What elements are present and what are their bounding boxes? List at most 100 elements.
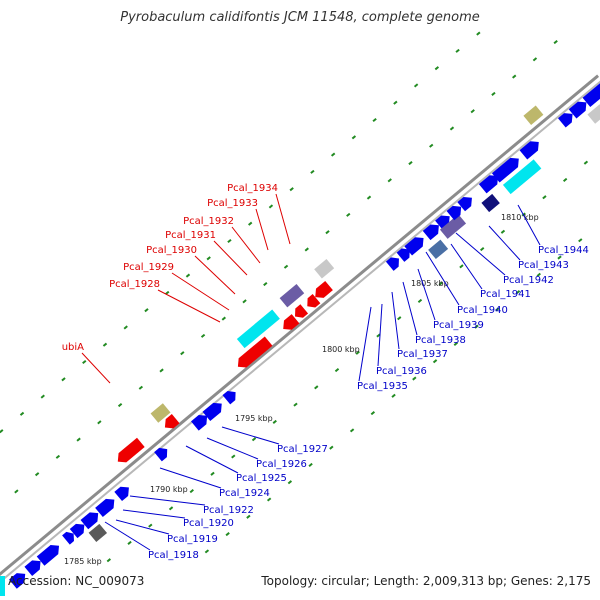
guide-tick (412, 376, 417, 381)
gene-feature (315, 280, 333, 298)
guide-tick (227, 238, 232, 244)
gene-callout-line (450, 243, 483, 290)
guide-tick (413, 83, 419, 88)
gene-label-reverse: Pcal_1929 (123, 262, 174, 273)
gene-label-forward: Pcal_1940 (457, 305, 508, 316)
guide-tick (159, 368, 164, 373)
guide-tick (266, 497, 272, 502)
gene-callout-line (255, 208, 269, 251)
gene-label-forward: Pcal_1924 (219, 488, 270, 499)
guide-tick (82, 359, 87, 365)
gene-label-reverse: Pcal_1930 (146, 245, 197, 256)
guide-tick (97, 420, 102, 425)
gene-label-forward: Pcal_1918 (148, 550, 199, 561)
gene-callout-line (81, 352, 111, 384)
guide-tick (251, 437, 257, 442)
gene-label-reverse: ubiA (62, 342, 84, 353)
gene-feature (95, 498, 115, 518)
gene-feature (582, 82, 600, 107)
gene-feature (62, 531, 75, 545)
gene-feature (236, 309, 280, 349)
guide-tick (515, 290, 521, 295)
gene-feature (88, 523, 108, 543)
gene-callout-line (122, 509, 186, 519)
guide-tick (542, 195, 547, 200)
guide-tick (434, 66, 440, 71)
gene-label-forward: Pcal_1919 (167, 534, 218, 545)
gene-feature (481, 193, 500, 213)
guide-tick (248, 221, 253, 226)
gene-label-forward: Pcal_1926 (256, 459, 307, 470)
gene-feature (202, 402, 222, 422)
scale-label: 1790 kbp (150, 485, 188, 494)
gene-callout-line (517, 204, 541, 246)
gene-feature (385, 257, 399, 271)
gene-feature (457, 196, 472, 212)
guide-tick (334, 368, 340, 373)
guide-tick (34, 472, 40, 477)
guide-tick (491, 91, 496, 96)
gene-feature (9, 573, 26, 589)
guide-tick (453, 341, 458, 346)
guide-tick (308, 462, 313, 467)
gene-feature (36, 544, 60, 566)
gene-label-forward: Pcal_1943 (518, 260, 569, 271)
gene-feature (439, 214, 467, 239)
gene-label-forward: Pcal_1922 (203, 505, 254, 516)
guide-tick (391, 393, 396, 398)
guide-tick (536, 272, 541, 277)
gene-callout-line (159, 467, 222, 489)
gene-feature (523, 105, 544, 126)
gene-feature (404, 237, 424, 256)
guide-tick (351, 135, 357, 140)
legend-swatch (0, 576, 5, 596)
gene-label-forward: Pcal_1935 (357, 381, 408, 392)
gene-label-forward: Pcal_1944 (538, 245, 589, 256)
guide-tick (123, 325, 128, 330)
gene-feature (478, 175, 499, 194)
gene-feature (519, 141, 539, 160)
guide-tick (268, 204, 274, 209)
guide-tick (55, 454, 61, 459)
guide-tick (180, 351, 185, 356)
guide-tick (408, 160, 413, 166)
guide-tick (349, 428, 355, 433)
gene-feature (117, 437, 145, 463)
guide-tick (293, 402, 298, 407)
guide-tick (242, 299, 247, 304)
gene-label-forward: Pcal_1925 (236, 473, 287, 484)
guide-tick (210, 471, 215, 476)
gene-label-forward: Pcal_1939 (433, 320, 484, 331)
gene-callout-line (115, 519, 170, 535)
gene-label-forward: Pcal_1927 (277, 444, 328, 455)
gene-feature (237, 336, 273, 368)
guide-tick (474, 324, 479, 329)
gene-feature (69, 523, 85, 539)
scale-label: 1795 kbp (235, 414, 273, 423)
guide-tick (372, 117, 377, 123)
topology-text: Topology: circular; Length: 2,009,313 bp… (261, 574, 591, 588)
guide-tick (325, 230, 330, 235)
scale-label: 1805 kbp (411, 279, 449, 288)
guide-tick (40, 394, 45, 399)
guide-tick (429, 143, 434, 148)
gene-feature (396, 248, 410, 262)
guide-tick (432, 359, 438, 364)
guide-tick (583, 160, 589, 165)
guide-tick (0, 429, 4, 434)
scale-label: 1785 kbp (64, 557, 102, 566)
guide-tick (314, 385, 319, 390)
guide-tick (578, 238, 583, 243)
gene-callout-line (377, 303, 383, 367)
guide-tick (495, 307, 500, 312)
gene-feature (154, 447, 168, 462)
gene-feature (114, 486, 129, 502)
gene-feature (446, 205, 462, 221)
guide-tick (393, 100, 398, 105)
guide-tick (246, 514, 251, 519)
guide-tick (512, 74, 517, 79)
gene-label-forward: Pcal_1938 (415, 335, 466, 346)
guide-tick (117, 402, 123, 408)
guide-tick (221, 316, 226, 321)
